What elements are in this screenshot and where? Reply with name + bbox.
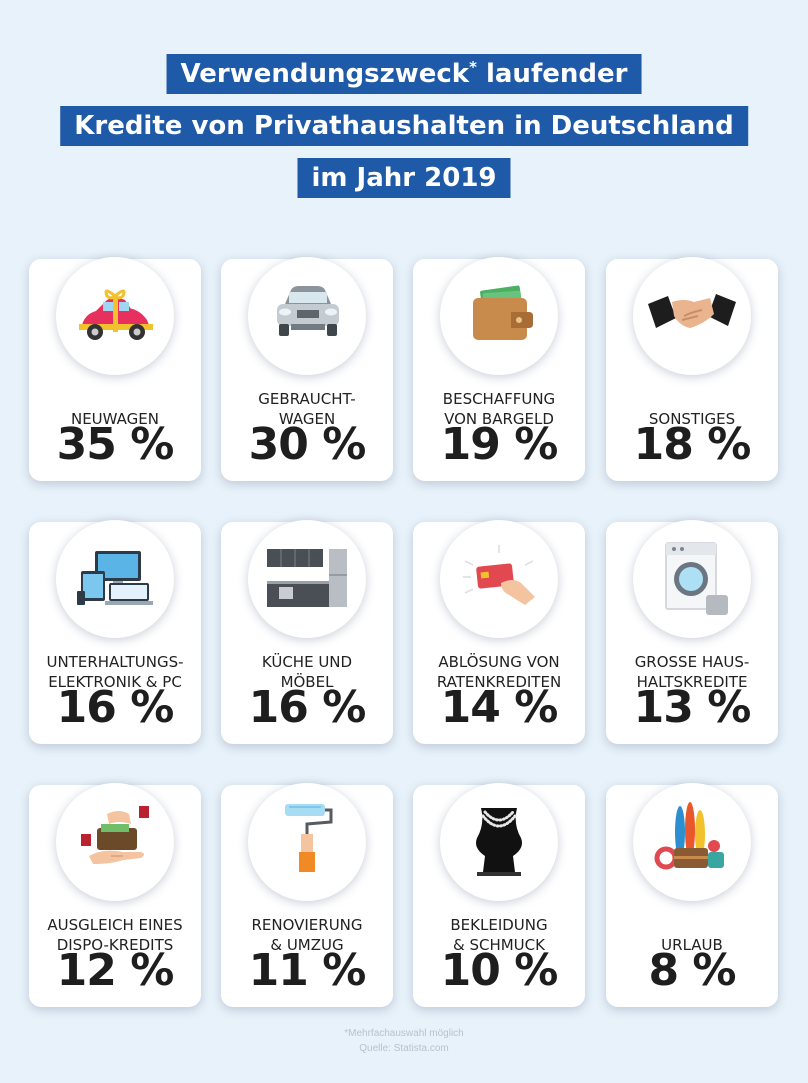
icon-circle bbox=[56, 783, 174, 901]
handshake-icon bbox=[648, 294, 736, 328]
item-value: 16 % bbox=[248, 682, 367, 733]
used-car-icon bbox=[277, 286, 339, 336]
wallet-icon bbox=[473, 285, 533, 340]
item-label: BEKLEIDUNG & SCHMUCK bbox=[450, 916, 548, 954]
card-unterhaltungselektronik: UNTERHALTUNGS- ELEKTRONIK & PC 16 % bbox=[29, 520, 201, 744]
item-label: BESCHAFFUNG VON BARGELD bbox=[442, 390, 556, 428]
card-sonstiges: SONSTIGES 18 % bbox=[606, 257, 778, 481]
item-value: 14 % bbox=[440, 682, 559, 733]
item-value: 11 % bbox=[248, 945, 367, 996]
item-value: 12 % bbox=[56, 945, 175, 996]
item-label: UNTERHALTUNGS- ELEKTRONIK & PC bbox=[46, 653, 184, 691]
icon-circle bbox=[440, 783, 558, 901]
necklace-icon bbox=[476, 808, 522, 876]
icon-circle bbox=[56, 257, 174, 375]
devices-icon bbox=[77, 551, 153, 605]
item-label: ABLÖSUNG VON RATENKREDITEN bbox=[436, 653, 562, 691]
item-label: SONSTIGES bbox=[648, 410, 736, 428]
item-value: 30 % bbox=[248, 419, 367, 470]
icon-circle bbox=[248, 783, 366, 901]
item-label: GEBRAUCHT- WAGEN bbox=[258, 390, 356, 428]
card-renovierung: RENOVIERUNG & UMZUG 11 % bbox=[221, 783, 393, 1007]
wallet-hand-icon bbox=[81, 806, 149, 864]
icon-circle bbox=[633, 520, 751, 638]
card-kueche: KÜCHE UND MÖBEL 16 % bbox=[221, 520, 393, 744]
card-haushaltskredite: GROSSE HAUS- HALTSKREDITE 13 % bbox=[606, 520, 778, 744]
icon-circle bbox=[56, 520, 174, 638]
item-value: 35 % bbox=[56, 419, 175, 470]
item-value: 8 % bbox=[648, 945, 736, 996]
icon-circle bbox=[440, 257, 558, 375]
item-value: 19 % bbox=[440, 419, 559, 470]
card-bargeld: BESCHAFFUNG VON BARGELD 19 % bbox=[413, 257, 585, 481]
item-value: 18 % bbox=[633, 419, 752, 470]
title-line-2: Kredite von Privathaushalten in Deutschl… bbox=[60, 106, 748, 146]
item-label: GROSSE HAUS- HALTSKREDITE bbox=[634, 653, 750, 691]
item-value: 13 % bbox=[633, 682, 752, 733]
card-neuwagen: NEUWAGEN 35 % bbox=[29, 257, 201, 481]
icon-circle bbox=[633, 257, 751, 375]
washing-machine-icon bbox=[665, 542, 728, 615]
title-line-3: im Jahr 2019 bbox=[297, 158, 511, 198]
card-dispo: AUSGLEICH EINES DISPO-KREDITS 12 % bbox=[29, 783, 201, 1007]
item-label: NEUWAGEN bbox=[70, 410, 159, 428]
item-label: RENOVIERUNG & UMZUG bbox=[251, 916, 363, 954]
gift-car-icon bbox=[79, 289, 153, 340]
item-label: URLAUB bbox=[661, 936, 723, 954]
card-bekleidung: BEKLEIDUNG & SCHMUCK 10 % bbox=[413, 783, 585, 1007]
icon-circle bbox=[248, 520, 366, 638]
icon-circle bbox=[633, 783, 751, 901]
item-value: 10 % bbox=[440, 945, 559, 996]
icon-circle bbox=[248, 257, 366, 375]
card-gebrauchtwagen: GEBRAUCHT- WAGEN 30 % bbox=[221, 257, 393, 481]
card-urlaub: URLAUB 8 % bbox=[606, 783, 778, 1007]
luggage-icon bbox=[654, 802, 724, 870]
kitchen-icon bbox=[267, 549, 347, 607]
footnote-multiple-choice: *Mehrfachauswahl möglich bbox=[344, 1028, 464, 1039]
credit-card-hand-icon bbox=[463, 545, 535, 605]
item-value: 16 % bbox=[56, 682, 175, 733]
card-ratenkredite: ABLÖSUNG VON RATENKREDITEN 14 % bbox=[413, 520, 585, 744]
item-label: AUSGLEICH EINES DISPO-KREDITS bbox=[47, 916, 183, 954]
item-label: KÜCHE UND MÖBEL bbox=[261, 653, 353, 691]
paint-roller-icon bbox=[285, 804, 333, 872]
source-note: Quelle: Statista.com bbox=[359, 1043, 449, 1054]
icon-circle bbox=[440, 520, 558, 638]
title-line-1: Verwendungszweck* laufender bbox=[166, 54, 642, 94]
